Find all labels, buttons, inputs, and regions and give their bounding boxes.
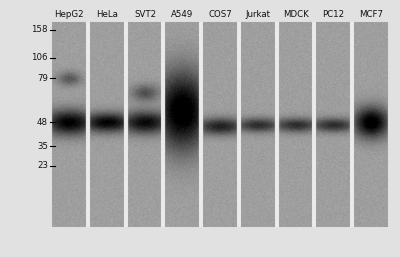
Text: COS7: COS7 xyxy=(208,10,232,19)
Text: HeLa: HeLa xyxy=(96,10,118,19)
Text: 106: 106 xyxy=(32,53,48,62)
Text: 48: 48 xyxy=(37,117,48,127)
Text: MCF7: MCF7 xyxy=(359,10,383,19)
Text: 158: 158 xyxy=(32,25,48,34)
Text: SVT2: SVT2 xyxy=(134,10,156,19)
Text: Jurkat: Jurkat xyxy=(246,10,270,19)
Text: A549: A549 xyxy=(171,10,193,19)
Text: 23: 23 xyxy=(37,161,48,170)
Text: 35: 35 xyxy=(37,142,48,151)
Text: MDCK: MDCK xyxy=(283,10,309,19)
Text: HepG2: HepG2 xyxy=(54,10,84,19)
Text: PC12: PC12 xyxy=(322,10,344,19)
Text: 79: 79 xyxy=(37,74,48,83)
